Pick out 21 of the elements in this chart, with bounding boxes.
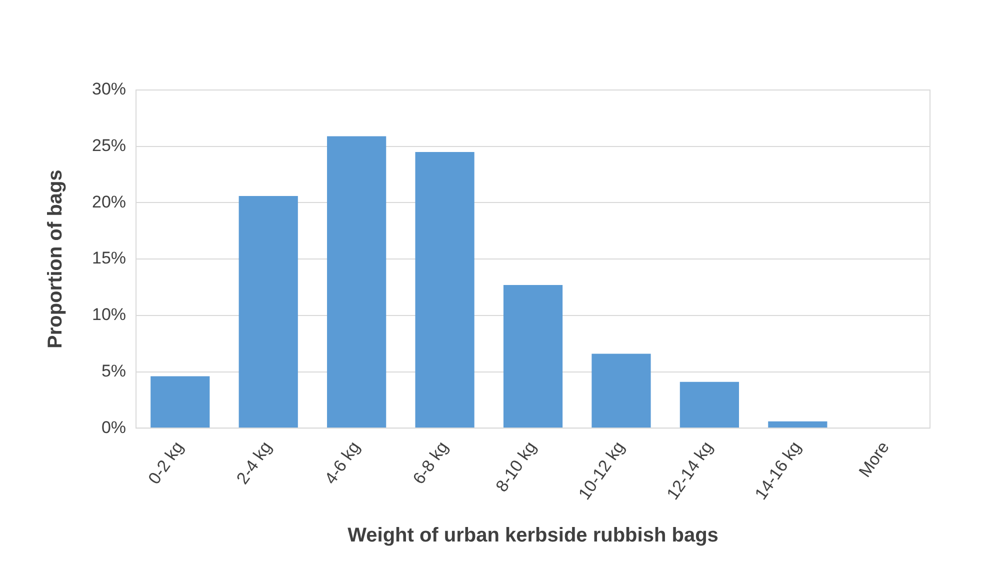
y-tick-label: 5% <box>101 361 126 380</box>
x-tick-label: 4-6 kg <box>321 438 364 488</box>
y-tick-label: 30% <box>92 80 126 99</box>
bar <box>680 382 740 428</box>
y-tick-label: 10% <box>92 305 126 324</box>
bar <box>327 136 386 428</box>
y-tick-label: 0% <box>101 418 126 437</box>
bar <box>150 376 210 428</box>
x-axis-title: Weight of urban kerbside rubbish bags <box>348 524 718 547</box>
y-axis-title: Proportion of bags <box>44 170 67 348</box>
y-tick-label: 15% <box>92 248 126 268</box>
bar <box>768 421 828 428</box>
bar <box>592 354 651 428</box>
y-tick-label: 25% <box>92 136 126 156</box>
x-tick-label: 2-4 kg <box>232 438 276 488</box>
y-tick-label: 20% <box>92 192 126 212</box>
bar <box>503 284 563 428</box>
bar <box>238 196 298 428</box>
bar <box>415 152 474 428</box>
x-tick-label: 0-2 kg <box>144 438 188 488</box>
x-tick-label: 6-8 kg <box>409 438 452 488</box>
